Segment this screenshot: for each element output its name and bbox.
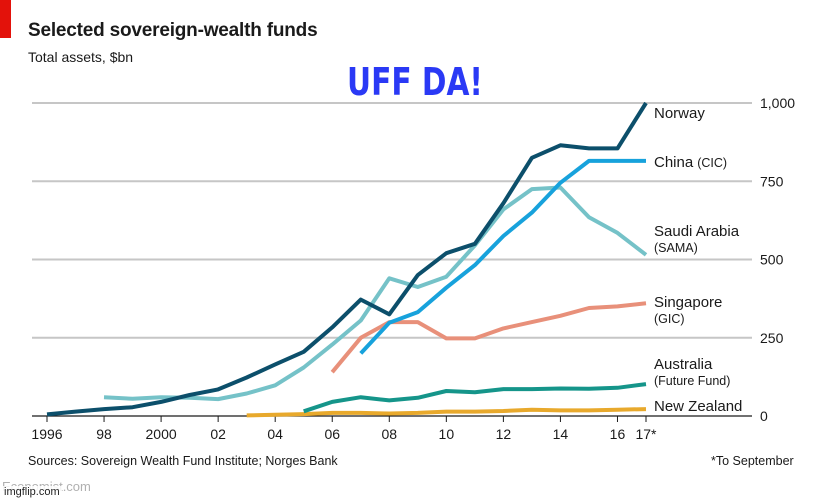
- y-tick-label: 0: [760, 408, 768, 424]
- x-tick-label: 2000: [146, 426, 177, 442]
- imgflip-watermark: imgflip.com: [2, 486, 62, 498]
- chart-subtitle: Total assets, $bn: [28, 49, 134, 65]
- x-tick-label: 10: [439, 426, 455, 442]
- x-tick-label: 12: [496, 426, 512, 442]
- brand-red-tag: [0, 0, 11, 38]
- series-sublabel-saudi: (SAMA): [654, 241, 698, 255]
- x-tick-label: 04: [267, 426, 283, 442]
- gridlines: [32, 102, 752, 417]
- series-label-singapore: Singapore: [654, 294, 722, 311]
- series-line-china: [359, 158, 646, 355]
- source-note: Sources: Sovereign Wealth Fund Institute…: [28, 454, 338, 468]
- x-tick-label: 1996: [31, 426, 62, 442]
- series-line-saudi: [103, 185, 648, 402]
- meme-overlay-text: UFF DA!: [347, 60, 483, 104]
- series-line-new_zealand: [246, 407, 647, 418]
- series-lines: [46, 101, 648, 418]
- series-label-saudi: Saudi Arabia: [654, 223, 740, 240]
- series-line-australia: [303, 382, 647, 414]
- y-tick-label: 750: [760, 173, 784, 189]
- x-tick-label: 06: [324, 426, 340, 442]
- footnote: *To September: [711, 454, 794, 468]
- series-label-norway: Norway: [654, 105, 705, 122]
- x-tick-label: 02: [210, 426, 226, 442]
- y-axis: 0 250 500 750 1,000: [760, 95, 795, 424]
- chart-title: Selected sovereign-wealth funds: [28, 20, 318, 41]
- x-tick-label: 98: [96, 426, 112, 442]
- x-axis: 1996 98 2000 02 04 06 08 10 12 14 16 17*: [31, 416, 657, 442]
- series-sublabel-australia: (Future Fund): [654, 374, 730, 388]
- x-tick-label: 14: [553, 426, 569, 442]
- series-line-singapore: [330, 301, 647, 374]
- x-tick-label: 16: [610, 426, 626, 442]
- series-line-norway: [46, 101, 648, 417]
- series-label-china: China (CIC): [654, 154, 727, 171]
- series-label-new_zealand: New Zealand: [654, 398, 742, 415]
- x-tick-label: 08: [381, 426, 397, 442]
- y-tick-label: 500: [760, 252, 784, 268]
- series-labels: Norway China (CIC) Saudi Arabia(SAMA) Singap…: [654, 105, 742, 415]
- x-tick-label: 17*: [635, 426, 657, 442]
- series-label-australia: Australia: [654, 356, 713, 373]
- y-tick-label: 1,000: [760, 95, 795, 111]
- y-tick-label: 250: [760, 330, 784, 346]
- series-sublabel-singapore: (GIC): [654, 312, 685, 326]
